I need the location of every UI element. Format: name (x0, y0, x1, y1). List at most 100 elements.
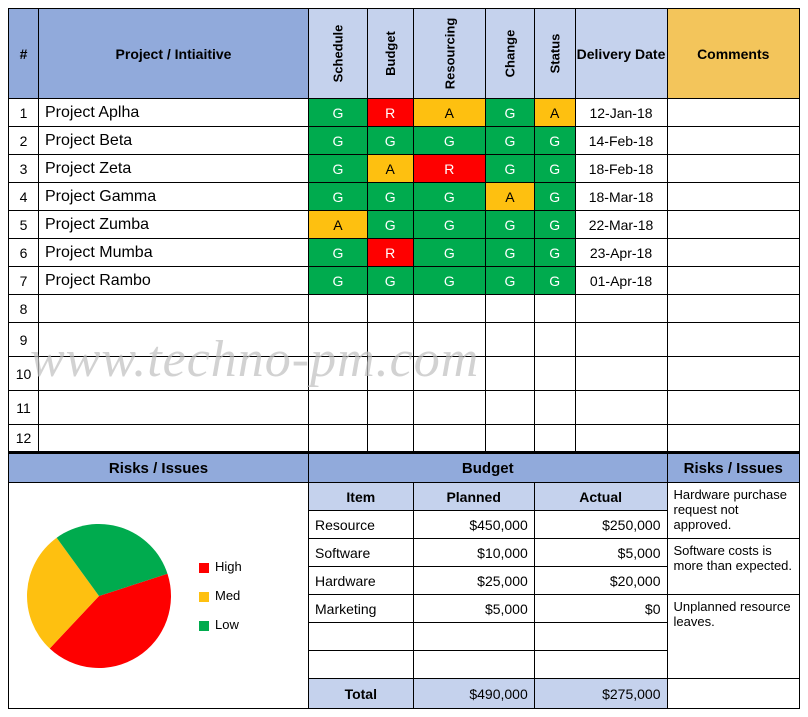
row-delivery-date[interactable]: 22-Mar-18 (575, 211, 667, 239)
row-project-name[interactable]: Project Beta (39, 127, 309, 155)
row-project-name[interactable]: Project Mumba (39, 239, 309, 267)
rag-cell[interactable]: G (309, 127, 368, 155)
table-row[interactable]: 9 (9, 323, 800, 357)
budget-actual[interactable]: $5,000 (534, 539, 667, 567)
row-project-name[interactable] (39, 323, 309, 357)
rag-cell[interactable]: G (534, 211, 575, 239)
row-delivery-date[interactable]: 01-Apr-18 (575, 267, 667, 295)
row-project-name[interactable] (39, 295, 309, 323)
table-row[interactable]: 1Project AplhaGRAGA12-Jan-18 (9, 99, 800, 127)
rag-cell[interactable]: G (413, 267, 486, 295)
rag-cell[interactable]: G (309, 155, 368, 183)
rag-cell[interactable]: G (534, 127, 575, 155)
rag-cell[interactable]: G (486, 155, 535, 183)
legend-swatch (199, 621, 209, 631)
row-project-name[interactable]: Project Rambo (39, 267, 309, 295)
budget-planned[interactable]: $10,000 (413, 539, 534, 567)
rag-cell[interactable]: G (413, 211, 486, 239)
header-resourcing: Resourcing (413, 9, 486, 99)
budget-item-name[interactable] (309, 651, 414, 679)
budget-actual[interactable] (534, 651, 667, 679)
rag-cell[interactable]: G (486, 267, 535, 295)
rag-cell[interactable]: G (486, 239, 535, 267)
budget-actual[interactable]: $250,000 (534, 511, 667, 539)
row-project-name[interactable]: Project Gamma (39, 183, 309, 211)
row-project-name[interactable] (39, 425, 309, 453)
rag-cell[interactable]: G (309, 239, 368, 267)
table-row[interactable]: 5Project ZumbaAGGGG22-Mar-18 (9, 211, 800, 239)
rag-cell[interactable]: R (367, 99, 413, 127)
table-row[interactable]: 7Project RamboGGGGG01-Apr-18 (9, 267, 800, 295)
rag-cell[interactable]: G (534, 267, 575, 295)
rag-cell[interactable]: G (413, 183, 486, 211)
table-row[interactable]: 11 (9, 391, 800, 425)
rag-cell[interactable]: R (413, 155, 486, 183)
rag-cell[interactable]: A (309, 211, 368, 239)
table-row[interactable]: 2Project BetaGGGGG14-Feb-18 (9, 127, 800, 155)
row-delivery-date[interactable]: 23-Apr-18 (575, 239, 667, 267)
budget-actual[interactable]: $0 (534, 595, 667, 623)
rag-cell[interactable]: A (413, 99, 486, 127)
table-row[interactable]: 12 (9, 425, 800, 453)
budget-planned[interactable]: $450,000 (413, 511, 534, 539)
rag-cell[interactable]: G (534, 239, 575, 267)
budget-actual[interactable] (534, 623, 667, 651)
rag-cell[interactable]: R (367, 239, 413, 267)
issue-text[interactable]: Hardware purchase request not approved. (667, 483, 800, 539)
row-project-name[interactable]: Project Zeta (39, 155, 309, 183)
row-comments[interactable] (667, 267, 800, 295)
budget-item-name[interactable]: Resource (309, 511, 414, 539)
row-project-name[interactable] (39, 391, 309, 425)
rag-cell[interactable]: A (534, 99, 575, 127)
rag-cell[interactable]: G (367, 267, 413, 295)
rag-cell[interactable]: G (367, 183, 413, 211)
rag-cell[interactable]: A (367, 155, 413, 183)
table-row[interactable]: 4Project GammaGGGAG18-Mar-18 (9, 183, 800, 211)
budget-item-name[interactable]: Hardware (309, 567, 414, 595)
row-project-name[interactable]: Project Aplha (39, 99, 309, 127)
row-delivery-date[interactable]: 18-Feb-18 (575, 155, 667, 183)
row-comments[interactable] (667, 127, 800, 155)
issue-text[interactable]: Software costs is more than expected. (667, 539, 800, 595)
row-comments[interactable] (667, 183, 800, 211)
table-row[interactable]: 8 (9, 295, 800, 323)
budget-planned[interactable] (413, 651, 534, 679)
budget-planned[interactable]: $5,000 (413, 595, 534, 623)
row-comments[interactable] (667, 155, 800, 183)
rag-cell[interactable]: G (367, 127, 413, 155)
row-project-name[interactable] (39, 357, 309, 391)
rag-cell[interactable]: G (367, 211, 413, 239)
row-comments[interactable] (667, 239, 800, 267)
budget-item-name[interactable]: Marketing (309, 595, 414, 623)
issue-text[interactable]: Unplanned resource leaves. (667, 595, 800, 679)
rag-cell[interactable]: G (534, 183, 575, 211)
row-delivery-date[interactable]: 14-Feb-18 (575, 127, 667, 155)
header-row: # Project / Intiaitive Schedule Budget R… (9, 9, 800, 99)
rag-cell[interactable]: G (309, 99, 368, 127)
budget-planned[interactable] (413, 623, 534, 651)
rag-cell[interactable]: G (309, 267, 368, 295)
budget-planned[interactable]: $25,000 (413, 567, 534, 595)
table-row[interactable]: 3Project ZetaGARGG18-Feb-18 (9, 155, 800, 183)
header-comments: Comments (667, 9, 800, 99)
issue-text[interactable] (667, 679, 800, 709)
rag-cell[interactable]: G (486, 211, 535, 239)
rag-cell[interactable]: A (486, 183, 535, 211)
row-project-name[interactable]: Project Zumba (39, 211, 309, 239)
rag-cell[interactable]: G (309, 183, 368, 211)
row-delivery-date[interactable]: 12-Jan-18 (575, 99, 667, 127)
rag-cell[interactable]: G (413, 127, 486, 155)
row-comments[interactable] (667, 211, 800, 239)
table-row[interactable]: 10 (9, 357, 800, 391)
rag-cell[interactable]: G (486, 99, 535, 127)
budget-item-name[interactable]: Software (309, 539, 414, 567)
row-delivery-date[interactable]: 18-Mar-18 (575, 183, 667, 211)
budget-actual[interactable]: $20,000 (534, 567, 667, 595)
table-row[interactable]: 6Project MumbaGRGGG23-Apr-18 (9, 239, 800, 267)
budget-header-actual: Actual (534, 483, 667, 511)
row-comments[interactable] (667, 99, 800, 127)
rag-cell[interactable]: G (486, 127, 535, 155)
rag-cell[interactable]: G (534, 155, 575, 183)
budget-item-name[interactable] (309, 623, 414, 651)
rag-cell[interactable]: G (413, 239, 486, 267)
